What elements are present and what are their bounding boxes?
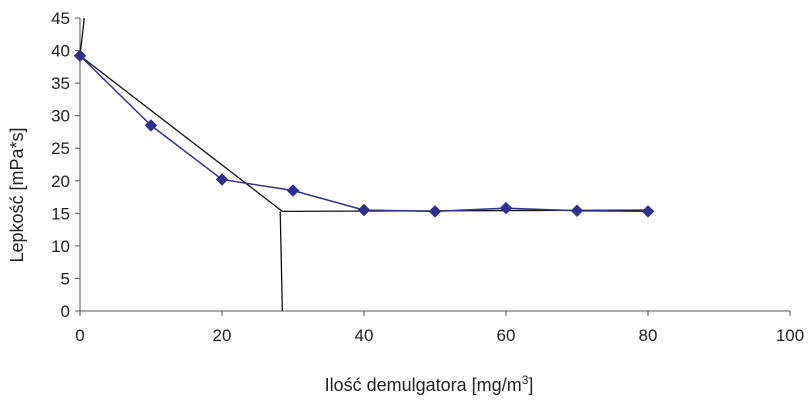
- plot-area: 0 20 40 60 80 100 0 5 10 15 20 25 30 35 40 45: [51, 9, 804, 345]
- data-point-marker: [499, 201, 513, 215]
- y-tick-label: 40: [51, 42, 70, 61]
- series-line: [79, 55, 649, 213]
- x-axis-title: Ilość demulgatora [mg/m3]: [325, 373, 534, 395]
- x-tick-label: 0: [75, 326, 84, 345]
- y-axis-title: Lepkość [mPa*s]: [7, 127, 27, 262]
- data-point-marker: [428, 205, 442, 218]
- data-point-marker: [73, 49, 87, 63]
- data-point-marker: [570, 204, 584, 218]
- x-ticks: 0 20 40 60 80 100: [75, 311, 804, 345]
- data-point-marker: [286, 184, 300, 197]
- annotation-line: [79, 55, 283, 212]
- annotation-lines: [79, 17, 649, 312]
- data-point-marker: [357, 203, 371, 217]
- x-tick-label: 100: [776, 326, 804, 345]
- y-tick-label: 35: [51, 74, 70, 93]
- y-tick-label: 25: [51, 139, 70, 158]
- x-axis-title-superscript: 3: [522, 373, 529, 387]
- y-tick-label: 0: [61, 302, 70, 321]
- data-point-marker: [215, 173, 229, 186]
- y-tick-label: 5: [61, 269, 70, 288]
- x-tick-label: 60: [497, 326, 516, 345]
- y-tick-label: 30: [51, 107, 70, 126]
- y-tick-label: 15: [51, 204, 70, 223]
- y-tick-label: 20: [51, 172, 70, 191]
- x-axis-title-suffix: ]: [528, 375, 533, 395]
- y-tick-label: 10: [51, 237, 70, 256]
- x-tick-label: 20: [213, 326, 232, 345]
- data-point-marker: [641, 205, 655, 218]
- data-point-marker: [144, 119, 158, 132]
- annotation-line: [279, 211, 283, 312]
- y-tick-label: 45: [51, 9, 70, 28]
- y-ticks: 0 5 10 15 20 25 30 35 40 45: [51, 9, 80, 321]
- series-layer: [73, 49, 655, 218]
- x-tick-label: 80: [639, 326, 658, 345]
- annotation-line: [79, 17, 85, 56]
- x-tick-label: 40: [355, 326, 374, 345]
- x-axis-title-main: Ilość demulgatora [mg/m: [325, 375, 522, 395]
